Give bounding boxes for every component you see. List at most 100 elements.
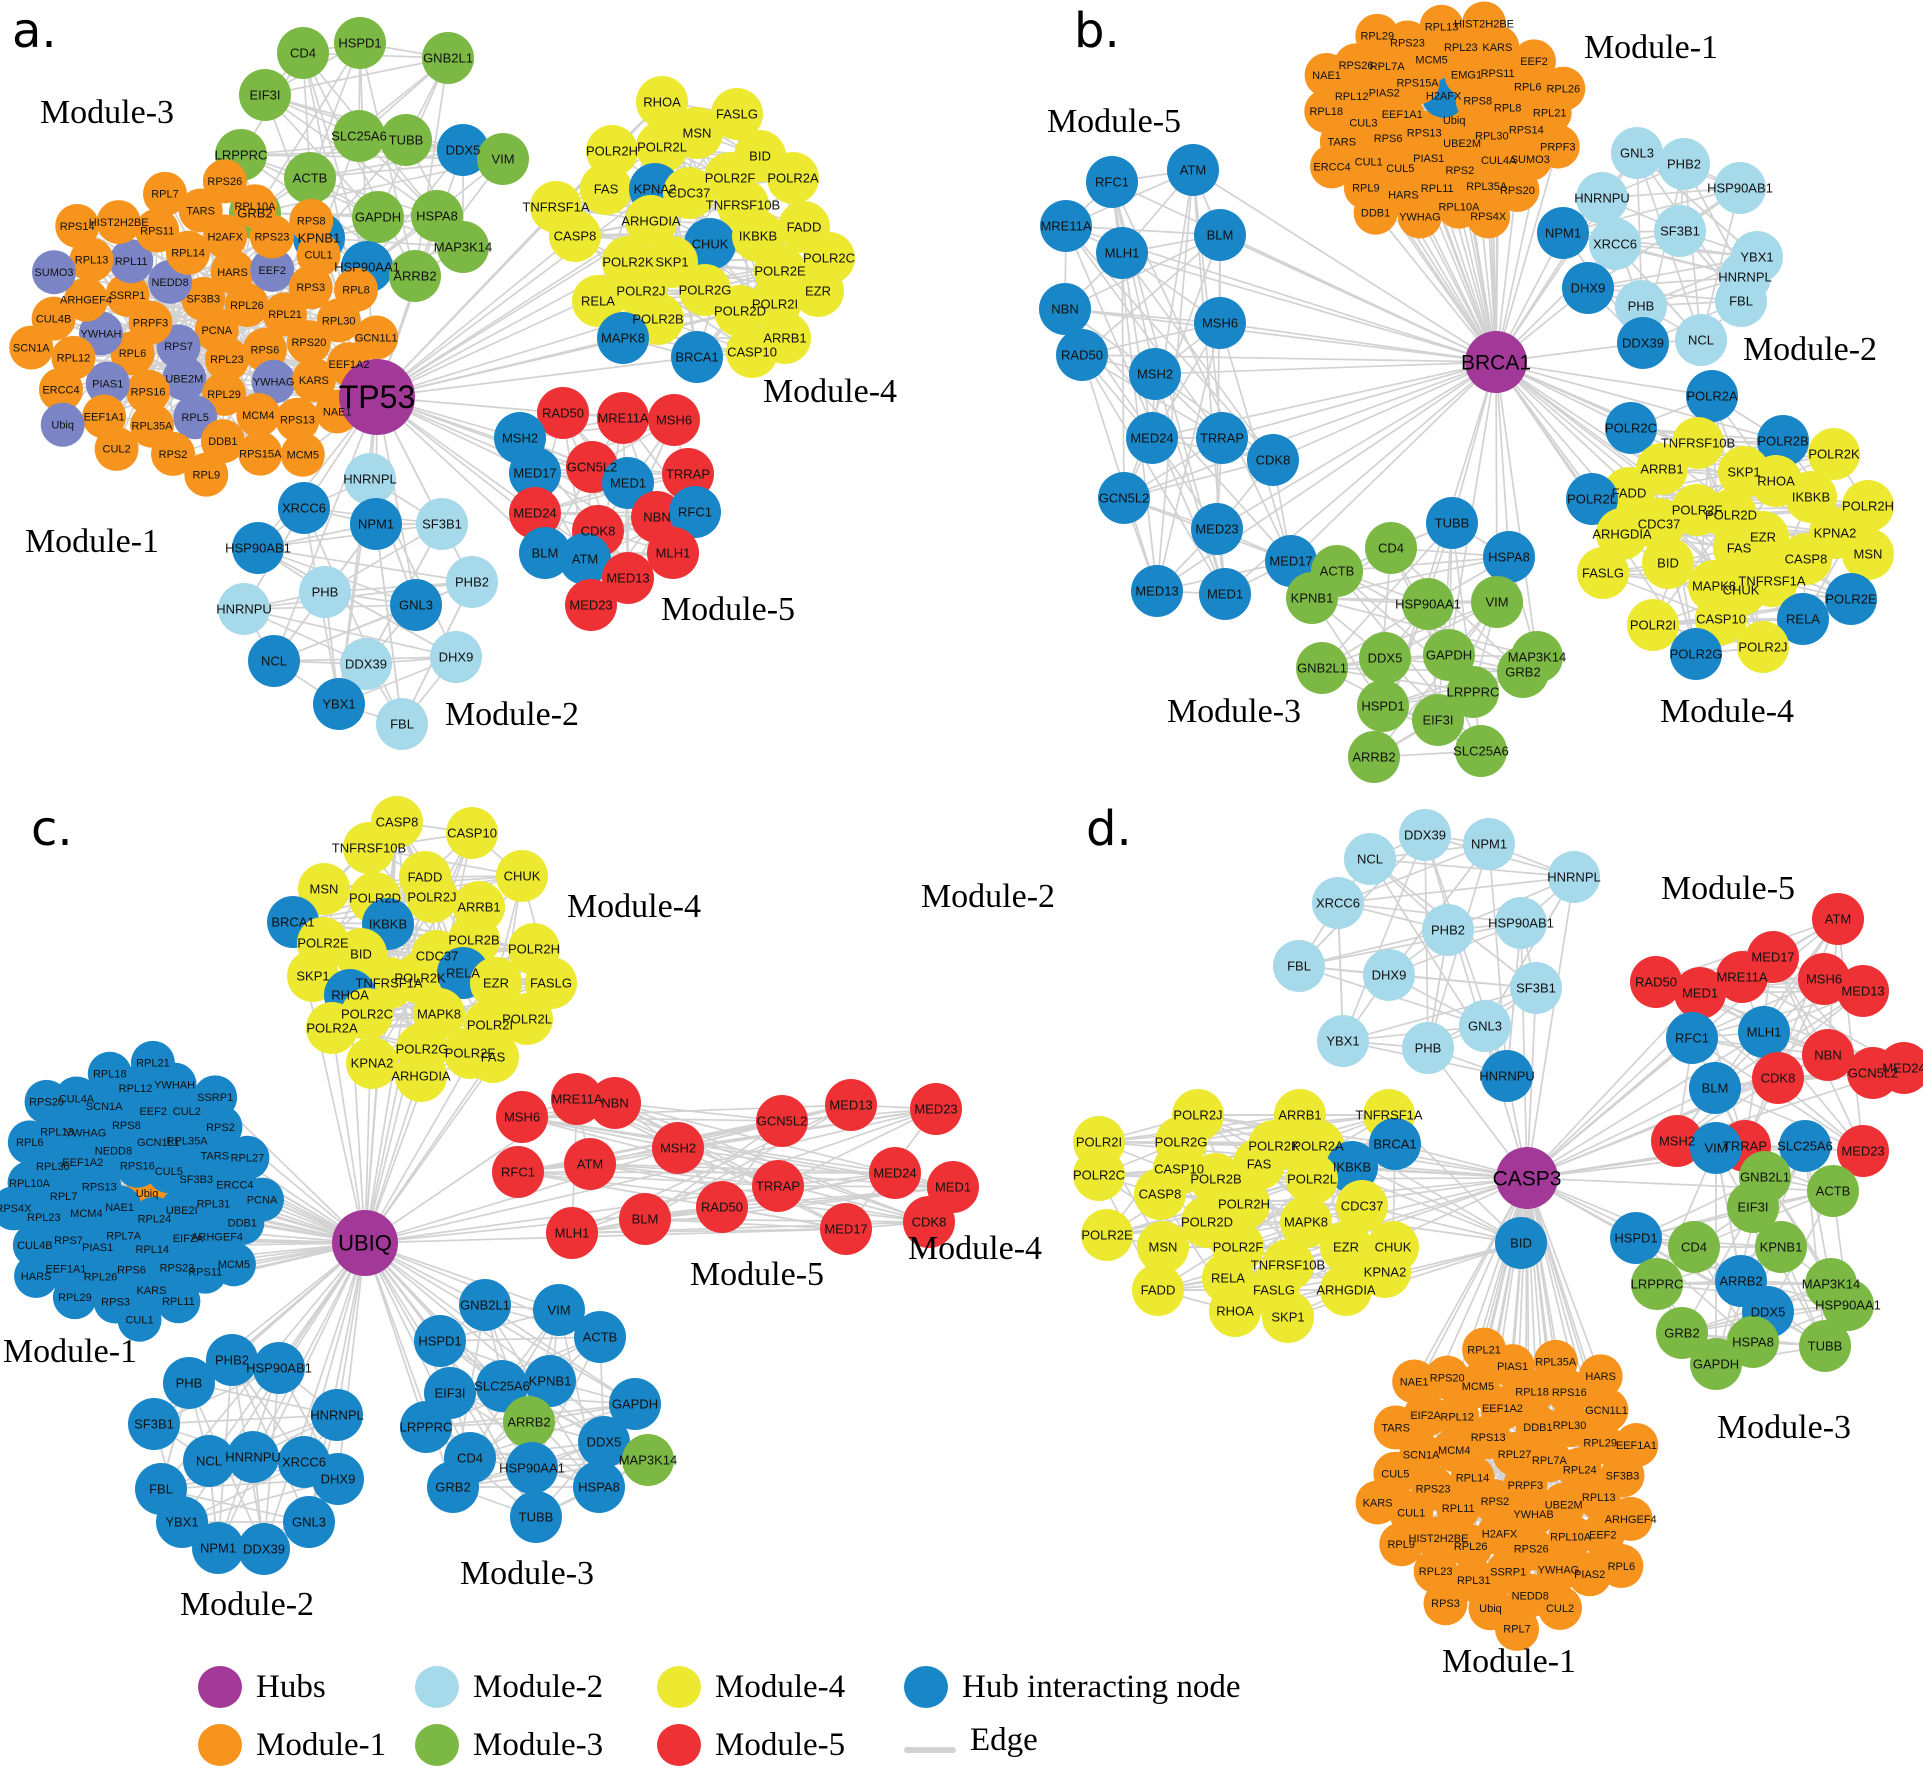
node-sf3b1 <box>128 1398 180 1450</box>
edge <box>364 1228 847 1244</box>
edge <box>521 1116 930 1223</box>
node-phb2 <box>1658 138 1710 190</box>
edge <box>1098 1114 1390 1143</box>
hub-label: TP53 <box>339 379 415 415</box>
node-cul2 <box>1538 1585 1583 1630</box>
node-hnrnpu <box>218 583 270 635</box>
edge <box>254 212 438 217</box>
module-label: Module-1 <box>1584 29 1718 66</box>
node-msh2 <box>1651 1115 1703 1167</box>
edge <box>1192 169 1497 363</box>
module-label: Module-4 <box>1660 693 1794 730</box>
node-bid <box>1495 1217 1547 1269</box>
edge <box>1342 834 1426 1042</box>
node-polr2i <box>1627 599 1679 651</box>
node-dhx9 <box>1562 262 1614 314</box>
node-casp10 <box>446 807 498 859</box>
edge <box>589 1163 779 1187</box>
node-hnrnpl <box>311 1389 363 1441</box>
node-rad50 <box>1056 329 1108 381</box>
panel-letter: d. <box>1086 801 1132 857</box>
node-cdk8 <box>1247 434 1299 486</box>
edge <box>364 977 421 1244</box>
node-rpl6 <box>7 1120 52 1165</box>
node-med24 <box>509 487 561 539</box>
node-polr2k <box>1808 428 1860 480</box>
node-fas <box>1713 522 1765 574</box>
hub-node-brca1 <box>1465 331 1527 393</box>
node-pias1 <box>85 361 130 406</box>
node-hsp90aa1 <box>1402 578 1454 630</box>
node-arhgef4 <box>64 277 109 322</box>
edge <box>303 507 403 725</box>
node-arhgdia <box>395 1050 447 1102</box>
node-arhgdia <box>1320 1264 1372 1316</box>
node-rpl13 <box>1419 4 1464 49</box>
edge <box>517 1171 779 1187</box>
node-ercc4 <box>38 367 83 412</box>
edge <box>1373 601 1498 758</box>
node-polr2j <box>406 871 458 923</box>
node-rpl18 <box>1304 89 1349 134</box>
node-hnrnpu <box>1481 1050 1533 1102</box>
hub-label: UBIQ <box>338 1231 392 1256</box>
node-npm1 <box>1463 818 1515 870</box>
node-hsp90ab1 <box>253 1342 305 1394</box>
edge <box>273 396 378 662</box>
hub-label: BRCA1 <box>1461 351 1531 374</box>
edge <box>1064 234 1221 310</box>
node-mre11a <box>1716 951 1768 1003</box>
edge <box>1290 361 1497 562</box>
node-slc25a6 <box>1779 1120 1831 1172</box>
node-mre11a <box>1040 200 1092 252</box>
node-polr2l <box>636 121 688 173</box>
node-rpl6 <box>110 331 155 376</box>
edge <box>1121 252 1125 499</box>
edge <box>1413 1177 1528 1382</box>
node-lrpprc <box>400 1401 452 1453</box>
node-rps20 <box>24 1079 69 1124</box>
node-casp8 <box>549 210 601 262</box>
node-msh2 <box>652 1122 704 1174</box>
node-rela <box>572 275 624 327</box>
node-polr2l <box>501 993 553 1045</box>
node-tars <box>1373 1405 1418 1450</box>
edge <box>521 1116 679 1149</box>
node-rps14 <box>55 203 100 248</box>
edge <box>254 42 361 214</box>
node-ddx39 <box>1617 317 1669 369</box>
node-arrb1 <box>759 312 811 364</box>
node-gapdh <box>352 191 404 243</box>
node-atm <box>1167 144 1219 196</box>
node-med13 <box>602 552 654 604</box>
module-label: Module-2 <box>1743 331 1877 368</box>
node-rps20 <box>1495 167 1540 212</box>
edge <box>589 1163 896 1174</box>
node-hsp90ab1 <box>1495 897 1547 949</box>
edge <box>1081 354 1226 595</box>
node-med17 <box>820 1203 872 1255</box>
node-ssrp1 <box>193 1075 238 1120</box>
node-gcn5l2 <box>756 1095 808 1147</box>
node-eef2 <box>1511 39 1556 84</box>
node-tubb <box>1799 1320 1851 1372</box>
node-ddb1 <box>200 419 245 464</box>
node-rhoa <box>1209 1285 1261 1337</box>
node-ybx1 <box>313 678 365 730</box>
edge <box>1111 181 1156 375</box>
node-cul2 <box>94 426 139 471</box>
node-polr2e <box>1081 1209 1133 1261</box>
node-slc25a6 <box>333 110 385 162</box>
edge <box>644 1218 930 1223</box>
node-tubb <box>1426 497 1478 549</box>
node-mlh1 <box>1096 227 1148 279</box>
node-cd4 <box>277 27 329 79</box>
node-nbn <box>589 1077 641 1129</box>
node-rela <box>1777 593 1829 645</box>
node-rps3 <box>1423 1581 1468 1626</box>
node-tubb <box>510 1491 562 1543</box>
module-label: Module-2 <box>921 878 1055 915</box>
node-ddx5 <box>437 124 489 176</box>
node-actb <box>284 152 336 204</box>
node-hist2h2be <box>96 200 141 245</box>
